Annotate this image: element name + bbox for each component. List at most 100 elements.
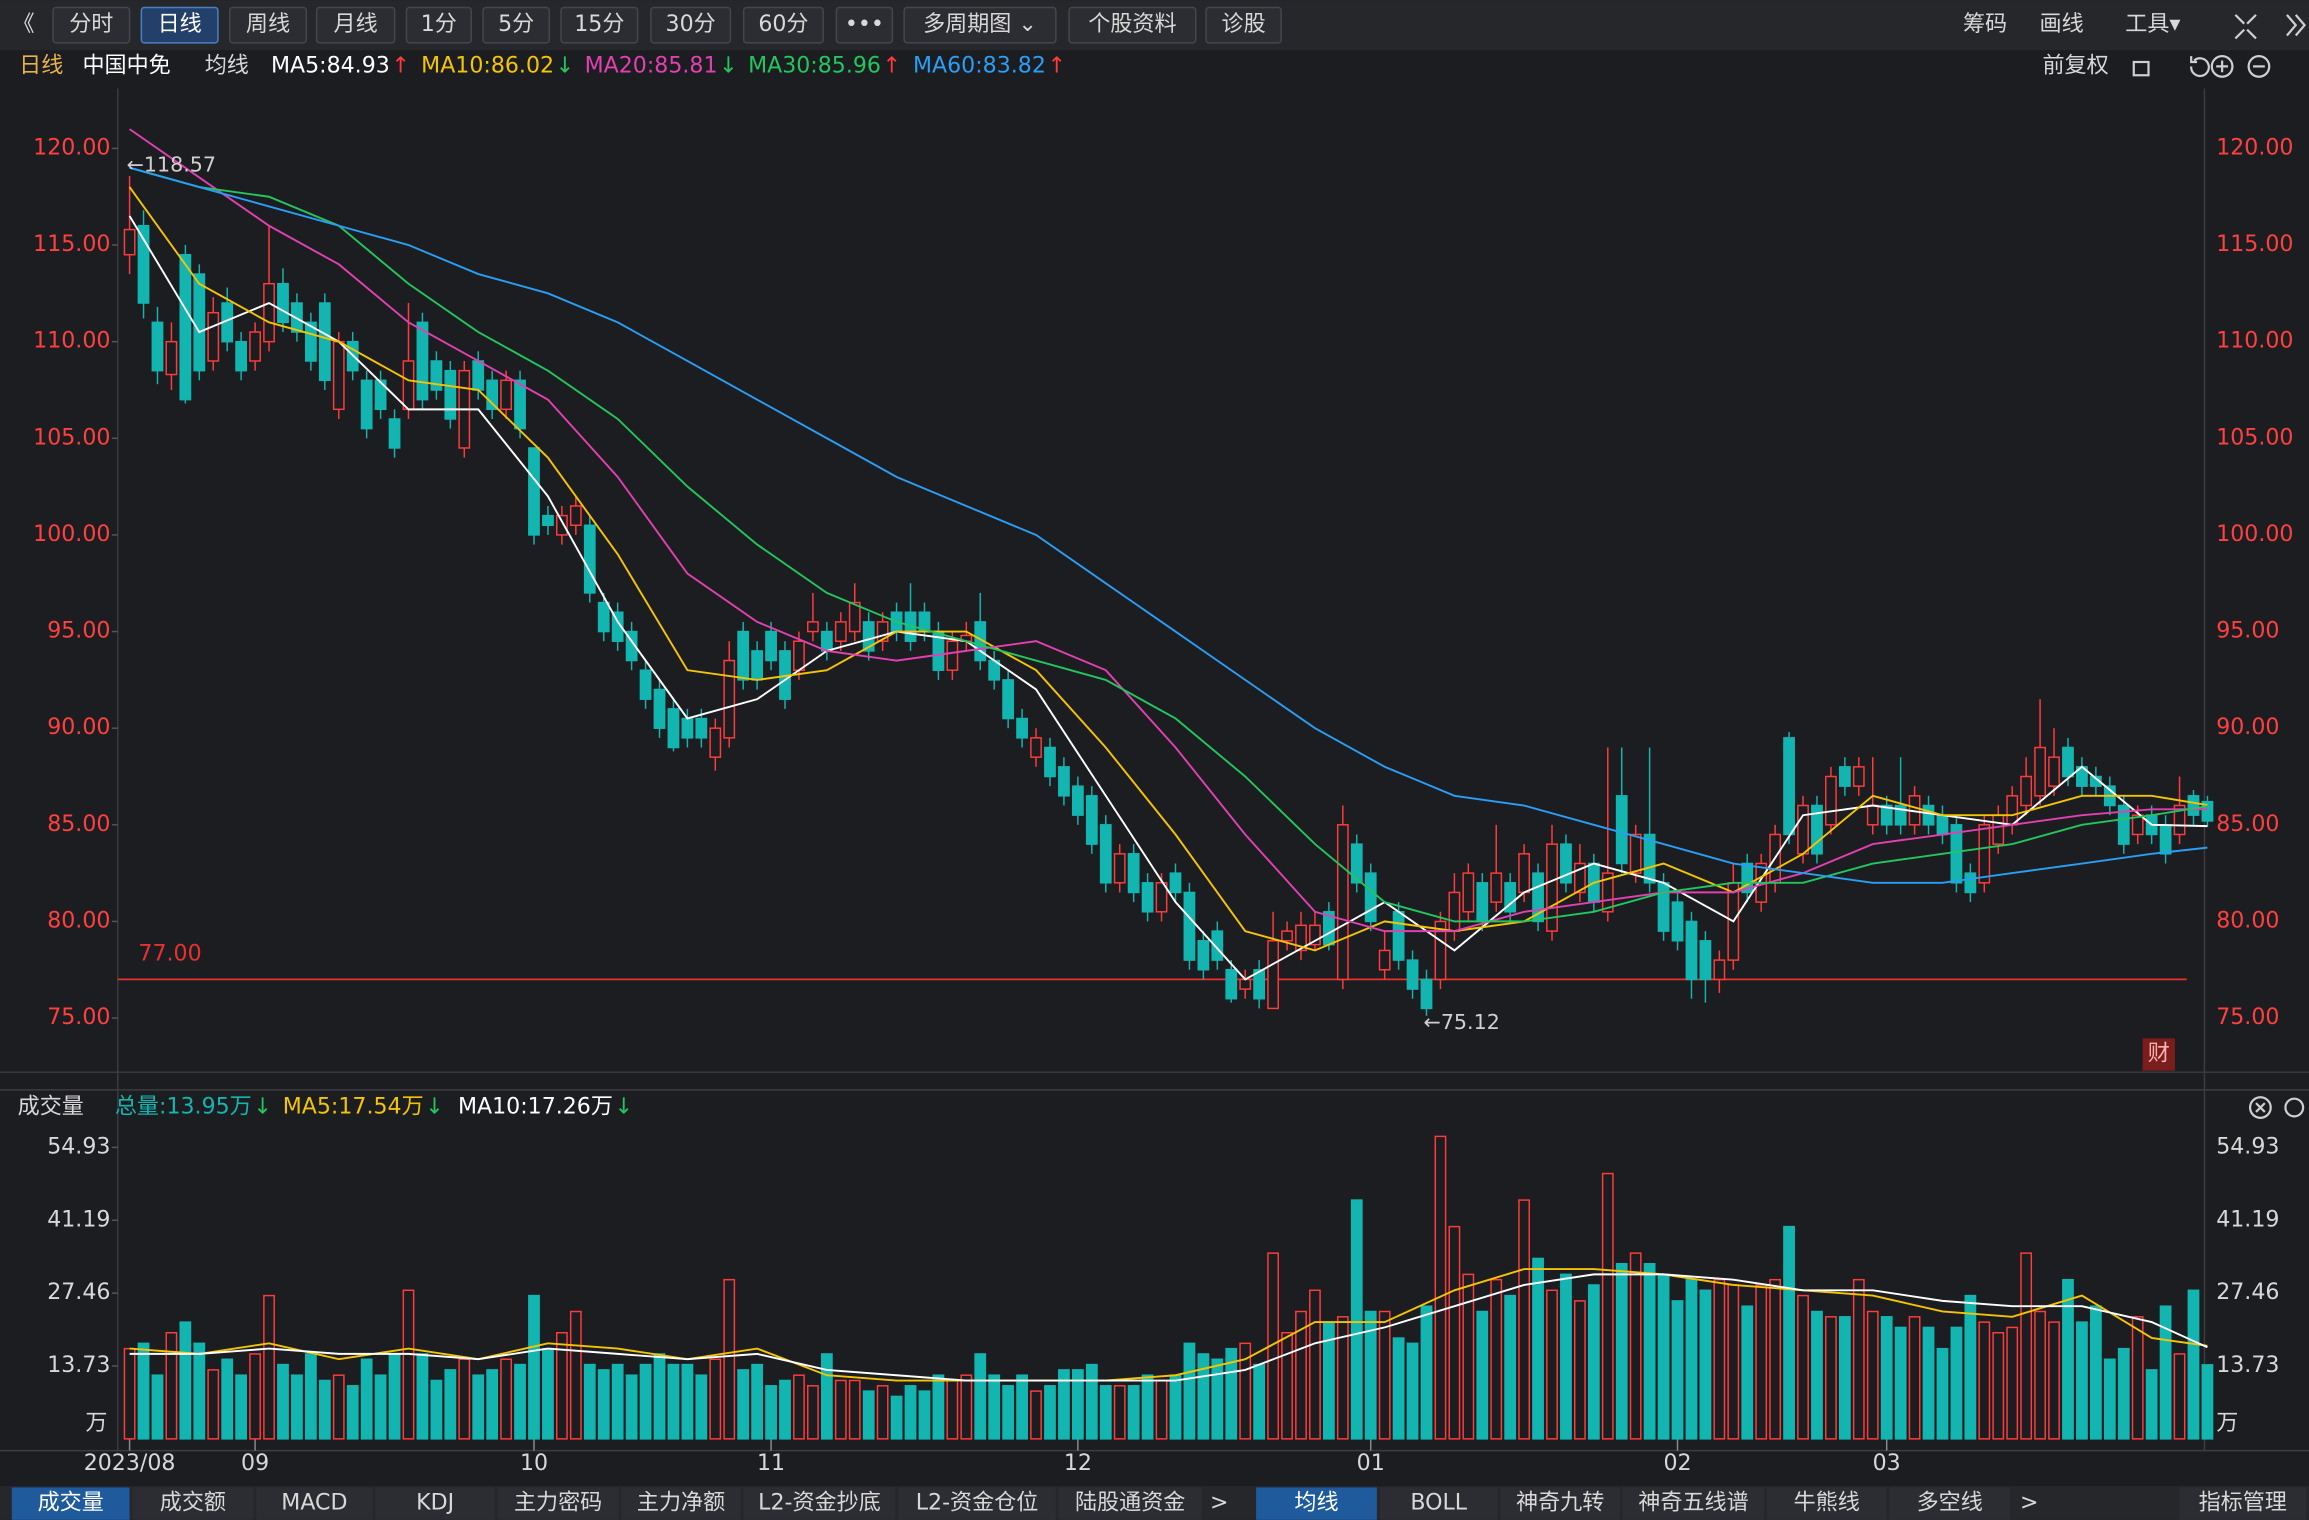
volume-bar — [625, 1374, 638, 1440]
y-tick-label-right: 85.00 — [2216, 812, 2279, 837]
period-button-label[interactable]: 分时 — [69, 12, 113, 37]
y-tick-label-right: 110.00 — [2216, 329, 2293, 354]
undo-icon[interactable] — [2190, 56, 2210, 78]
fullscreen-icon[interactable] — [2234, 14, 2257, 40]
indicator-tab[interactable] — [375, 1487, 495, 1520]
indicator-tab-label[interactable]: L2-资金抄底 — [758, 1491, 881, 1516]
stock-name: 中国中免 — [82, 53, 170, 78]
period-button-label[interactable]: 日线 — [158, 12, 202, 37]
indicator-tab-label[interactable]: L2-资金仓位 — [916, 1491, 1039, 1516]
candle-body — [1364, 872, 1377, 923]
indicator-manage[interactable]: 指标管理 — [2199, 1491, 2287, 1516]
indicator-tab[interactable] — [898, 1487, 1056, 1520]
indicator-tab[interactable] — [132, 1487, 254, 1520]
adjust-button[interactable]: 前复权 — [2042, 53, 2108, 78]
indicator-tab[interactable] — [1889, 1487, 2011, 1520]
toolbar-button-label[interactable]: 诊股 — [1222, 12, 1266, 37]
volume-bar — [235, 1374, 248, 1440]
indicator-tab-label[interactable]: 成交额 — [160, 1491, 226, 1516]
volume-bar — [458, 1358, 471, 1440]
indicator-tab-label[interactable]: 成交量 — [38, 1491, 104, 1516]
indicator-tab[interactable] — [1256, 1487, 1377, 1520]
indicator-tab[interactable] — [1622, 1487, 1765, 1520]
indicator-tab-label[interactable]: 牛熊线 — [1794, 1491, 1860, 1516]
toolbar-button-label[interactable]: 个股资料 — [1088, 12, 1176, 37]
candle-body — [820, 630, 833, 652]
toolbar-button[interactable] — [835, 6, 894, 44]
finance-icon-bg[interactable] — [2142, 1038, 2175, 1071]
period-button-label[interactable]: 周线 — [246, 12, 290, 37]
indicator-tab[interactable] — [497, 1487, 619, 1520]
candle-body — [1044, 746, 1056, 778]
tab-more[interactable]: > — [2020, 1491, 2039, 1516]
period-button-label[interactable]: 5分 — [498, 12, 534, 37]
y-tick-label-right: 120.00 — [2216, 135, 2293, 160]
period-button-label[interactable]: 15分 — [574, 12, 624, 37]
lock-icon[interactable] — [2132, 60, 2150, 77]
toolbar-button-label[interactable]: ••• — [845, 12, 884, 37]
indicator-tab-label[interactable]: 均线 — [1294, 1491, 1338, 1516]
indicator-tab[interactable] — [11, 1487, 130, 1520]
candle-body — [597, 601, 610, 633]
indicator-tab[interactable] — [1379, 1487, 1498, 1520]
period-button-label[interactable]: 月线 — [334, 12, 378, 37]
indicator-tab-label[interactable]: 多空线 — [1917, 1491, 1983, 1516]
period-button[interactable] — [650, 6, 732, 44]
candle-body — [1713, 959, 1726, 981]
indicator-tab[interactable] — [1767, 1487, 1887, 1520]
indicator-tab[interactable] — [743, 1487, 896, 1520]
candle-body — [2006, 795, 2019, 826]
period-button-label[interactable]: 60分 — [758, 12, 808, 37]
close-volume-icon[interactable] — [2248, 1096, 2272, 1119]
period-button[interactable] — [52, 6, 131, 44]
period-button[interactable] — [315, 6, 396, 44]
period-button[interactable] — [560, 6, 639, 44]
toolbar-button[interactable] — [903, 6, 1057, 44]
candle-body — [304, 321, 317, 362]
zoom-in-plus — [2216, 60, 2229, 73]
period-button-label[interactable]: 1分 — [421, 12, 457, 37]
candle-body — [1601, 872, 1614, 913]
toolbar-button-label[interactable]: 多周期图 ⌄ — [923, 12, 1037, 37]
period-button[interactable] — [228, 6, 308, 44]
indicator-manage-bg[interactable] — [2179, 1487, 2307, 1520]
indicator-tab[interactable] — [1058, 1487, 1202, 1520]
indicator-tab-label[interactable]: MACD — [281, 1491, 347, 1516]
extreme-label: ←118.57 — [127, 153, 216, 177]
indicator-tab-label[interactable]: 主力净额 — [637, 1491, 725, 1516]
candle-body — [123, 228, 136, 256]
volume-bar — [193, 1342, 206, 1440]
indicator-tab[interactable] — [621, 1487, 741, 1520]
indicator-tab-label[interactable]: 陆股通资金 — [1075, 1491, 1185, 1516]
candle-body — [249, 331, 261, 362]
indicator-tab-label[interactable]: 神奇九转 — [1516, 1491, 1604, 1516]
period-button[interactable] — [140, 6, 219, 44]
zoom-in-icon[interactable] — [2210, 55, 2234, 78]
settings-icon[interactable] — [2284, 1097, 2305, 1118]
candle-body — [374, 379, 387, 411]
toolbar-tool[interactable]: 筹码 — [1963, 12, 2007, 37]
y-tick-label-right: 54.93 — [2216, 1134, 2279, 1159]
indicator-tab[interactable] — [1500, 1487, 1620, 1520]
price-line-label: 77.00 — [138, 941, 201, 966]
period-button-label[interactable]: 30分 — [666, 12, 716, 37]
indicator-tab-label[interactable]: 主力密码 — [514, 1491, 602, 1516]
back-button[interactable]: 《 — [13, 12, 35, 37]
candle-body — [1741, 862, 1754, 894]
period-button[interactable] — [742, 6, 824, 44]
expand-icon[interactable] — [2286, 14, 2307, 37]
indicator-tab-label[interactable]: 神奇五线谱 — [1638, 1491, 1748, 1516]
period-button[interactable] — [482, 6, 551, 44]
toolbar-tool[interactable]: 工具▾ — [2125, 12, 2181, 37]
toolbar-tool[interactable]: 画线 — [2040, 12, 2084, 37]
zoom-out-icon[interactable] — [2247, 55, 2271, 78]
toolbar-button[interactable] — [1205, 6, 1282, 44]
indicator-tab-label[interactable]: BOLL — [1410, 1491, 1467, 1516]
toolbar-button[interactable] — [1068, 6, 1197, 44]
candle-body — [862, 621, 875, 652]
finance-icon[interactable]: 财 — [2148, 1042, 2170, 1067]
indicator-tab[interactable] — [256, 1487, 373, 1520]
period-button[interactable] — [405, 6, 472, 44]
tab-more[interactable]: > — [1210, 1491, 1228, 1516]
indicator-tab-label[interactable]: KDJ — [416, 1491, 454, 1516]
